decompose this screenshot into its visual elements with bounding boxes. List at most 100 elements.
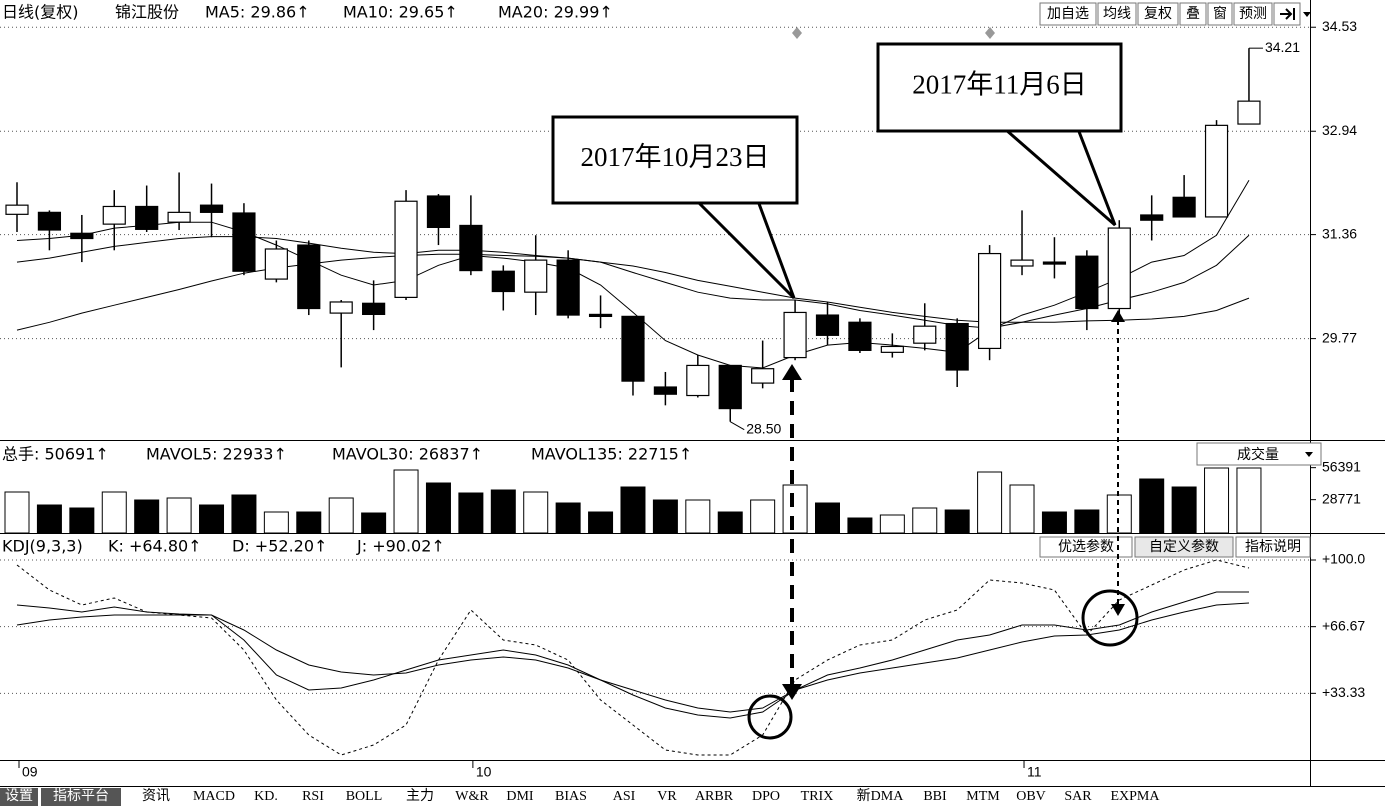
candle-body [135,205,159,230]
toolbar-button[interactable] [1137,2,1179,26]
volume-bar [361,512,387,534]
tab[interactable] [962,788,1004,806]
candle-body [426,195,451,229]
tab[interactable] [1058,788,1098,806]
candle-body [783,311,807,359]
volume-selector[interactable] [1196,442,1322,466]
volume-bar [750,499,776,534]
candle-body [264,248,288,280]
tab[interactable] [340,788,388,806]
ma-legend: MA20: 29.99↑ [498,3,613,22]
tab-label: MTM [966,789,1000,804]
indicator-button-label: 指标说明 [1245,539,1301,555]
candle-body [1010,259,1034,267]
tab[interactable] [548,788,594,806]
ma-line [16,253,1250,331]
toolbar-button[interactable] [1179,2,1207,26]
y-tick-label: 29.77 [1322,329,1357,345]
tab-label: DPO [752,789,780,804]
tab[interactable] [1012,788,1050,806]
selector-arrow [1305,452,1313,457]
tab[interactable] [916,788,954,806]
toolbar-dropdown[interactable] [1303,12,1311,17]
ma-line [16,234,1250,329]
tab-label: RSI [302,789,324,804]
candle-body [1140,214,1164,221]
tab-label: DMI [506,789,534,804]
candle-body [1204,124,1229,218]
x-tick-label: 09 [22,764,38,780]
tab[interactable] [246,788,286,806]
indicator-button[interactable] [1134,536,1234,558]
toolbar-button[interactable] [1097,2,1137,26]
callout-text: 2017年10月23日 [581,142,770,172]
volume-bar [199,504,225,534]
tab[interactable] [296,788,330,806]
indicator-button[interactable] [1039,536,1133,558]
period-label: 日线(复权) [2,3,79,22]
tab[interactable] [136,788,176,806]
volume-bar [523,491,549,534]
toolbar-button[interactable] [1233,2,1273,26]
callout-box [876,42,1123,133]
volume-bar [1106,494,1132,534]
indicator-button-label: 优选参数 [1058,538,1114,555]
candle-body [37,211,62,231]
high-marker-label: 34.21 [1265,39,1300,55]
candle-body [199,204,224,213]
volume-legend: MAVOL135: 22715↑ [531,445,692,464]
tab[interactable] [192,788,236,806]
tab[interactable] [400,788,440,806]
toolbar-label: 叠 [1186,6,1200,22]
candle-body [621,315,645,382]
indicator-button[interactable] [1235,536,1311,558]
volume-bar [101,491,127,534]
candle-body [880,345,904,353]
tab[interactable] [690,788,738,806]
candle-body [686,364,710,397]
x-tick-label: 11 [1027,764,1042,780]
tab[interactable] [0,788,38,806]
volume-legend: 总手: 50691↑ [2,445,109,464]
tab-label: ASI [613,789,636,804]
volume-bar [1041,511,1067,534]
tab[interactable] [852,788,908,806]
candle-body [524,259,548,293]
tab[interactable] [604,788,644,806]
tab-label: ARBR [695,789,734,804]
toolbar-button[interactable] [1039,2,1097,26]
candle-body [70,232,94,240]
tab[interactable] [41,788,121,806]
tab[interactable] [500,788,540,806]
callout-text: 2017年11月6日 [912,70,1087,100]
ma-legend: MA10: 29.65↑ [343,3,458,22]
volume-bar [4,491,30,534]
tab-label: TRIX [801,789,834,804]
tab-label: BBI [923,789,947,804]
volume-legend: MAVOL30: 26837↑ [332,445,483,464]
kdj-legend: J: +90.02↑ [356,537,445,556]
toolbar-label: 复权 [1144,5,1172,22]
tab[interactable] [652,788,682,806]
y-tick-label: 28771 [1322,490,1361,506]
candle-body [167,211,191,223]
kdj-legend: K: +64.80↑ [108,537,202,556]
candle-body [945,322,969,371]
tab[interactable] [452,788,492,806]
tab-label: W&R [455,789,489,804]
volume-bar [1139,478,1165,534]
volume-bar [328,497,354,534]
toolbar-button[interactable] [1207,2,1233,26]
candle-body [848,321,872,351]
y-tick-label: +100.0 [1322,551,1365,567]
tab[interactable] [796,788,838,806]
tab-label: BIAS [555,789,587,804]
tab-label: MACD [193,789,235,804]
tab[interactable] [746,788,786,806]
candle-body [1042,261,1067,265]
tab[interactable] [1106,788,1164,806]
y-tick-label: +33.33 [1322,684,1365,700]
low-marker [729,421,745,431]
candle-body [491,270,515,293]
tab-label: OBV [1016,789,1046,804]
